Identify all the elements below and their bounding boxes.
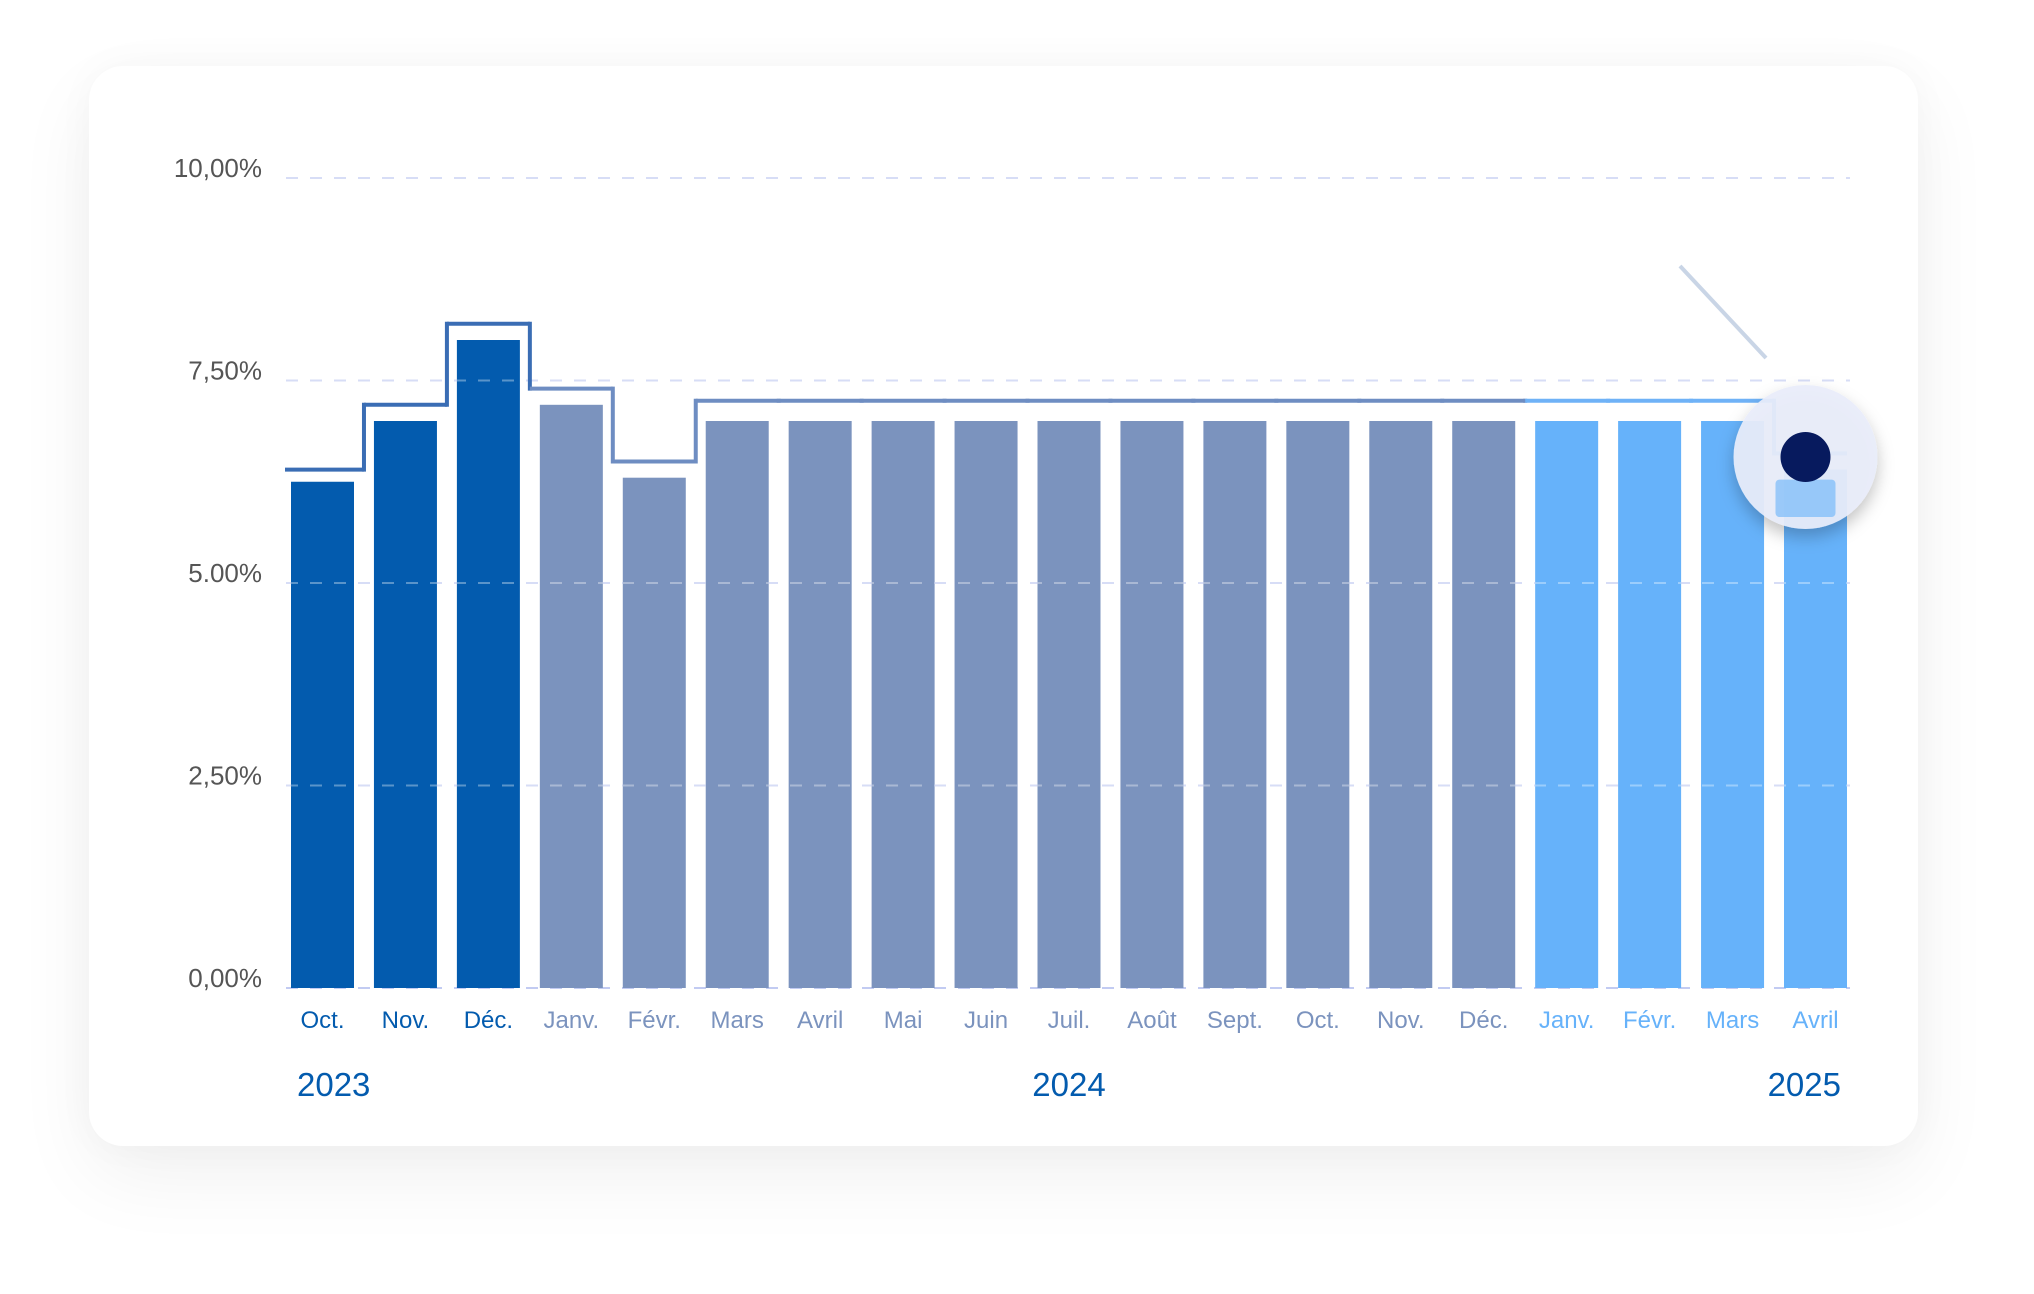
- bar: [705, 421, 769, 988]
- bar: [1037, 421, 1101, 988]
- x-tick-label: Sept.: [1207, 1007, 1263, 1034]
- x-tick-label: Oct.: [300, 1007, 344, 1034]
- bar: [788, 421, 852, 988]
- bar: [1535, 421, 1599, 988]
- bar: [622, 477, 686, 988]
- x-tick-label: Déc.: [464, 1007, 513, 1034]
- bar: [871, 421, 935, 988]
- x-tick-label: Janv.: [1539, 1007, 1595, 1034]
- x-tick-label: Févr.: [1623, 1007, 1676, 1034]
- y-tick-label: 2,50%: [188, 761, 262, 791]
- x-tick-label: Juin: [964, 1007, 1008, 1034]
- x-tick-label: Oct.: [1296, 1007, 1340, 1034]
- bar: [1784, 469, 1847, 989]
- bar: [954, 421, 1018, 988]
- bar: [1286, 421, 1350, 988]
- bar: [373, 421, 437, 988]
- bar: [291, 481, 354, 988]
- x-tick-label: Févr.: [628, 1007, 681, 1034]
- highlight-dot-icon: [1780, 432, 1831, 482]
- year-label: 2025: [1768, 1066, 1841, 1103]
- bar: [1701, 421, 1765, 988]
- x-tick-label: Mai: [884, 1007, 923, 1034]
- bar: [539, 404, 603, 988]
- bar: [1618, 421, 1682, 988]
- year-label: 2023: [297, 1066, 370, 1103]
- x-tick-label: Nov.: [1377, 1007, 1425, 1034]
- y-tick-label: 7,50%: [188, 356, 262, 386]
- x-tick-label: Août: [1127, 1007, 1177, 1034]
- bar: [1369, 421, 1433, 988]
- lens-bar-preview: [1775, 479, 1836, 517]
- year-label: 2024: [1032, 1066, 1105, 1103]
- pointer-line: [1678, 264, 1768, 360]
- x-tick-label: Avril: [1792, 1007, 1838, 1034]
- x-tick-label: Mars: [1706, 1007, 1759, 1034]
- bar: [1452, 421, 1516, 988]
- x-tick-label: Nov.: [382, 1007, 430, 1034]
- x-tick-label: Avril: [797, 1007, 843, 1034]
- y-tick-label: 5.00%: [188, 558, 262, 588]
- x-tick-label: Juil.: [1048, 1007, 1091, 1034]
- x-tick-label: Janv.: [544, 1007, 600, 1034]
- x-tick-label: Déc.: [1459, 1007, 1508, 1034]
- bar: [456, 340, 520, 988]
- x-tick-label: Mars: [711, 1007, 764, 1034]
- y-tick-label: 10,00%: [174, 153, 262, 183]
- y-tick-label: 0,00%: [188, 963, 262, 993]
- bar: [1203, 421, 1267, 988]
- bar: [1120, 421, 1184, 988]
